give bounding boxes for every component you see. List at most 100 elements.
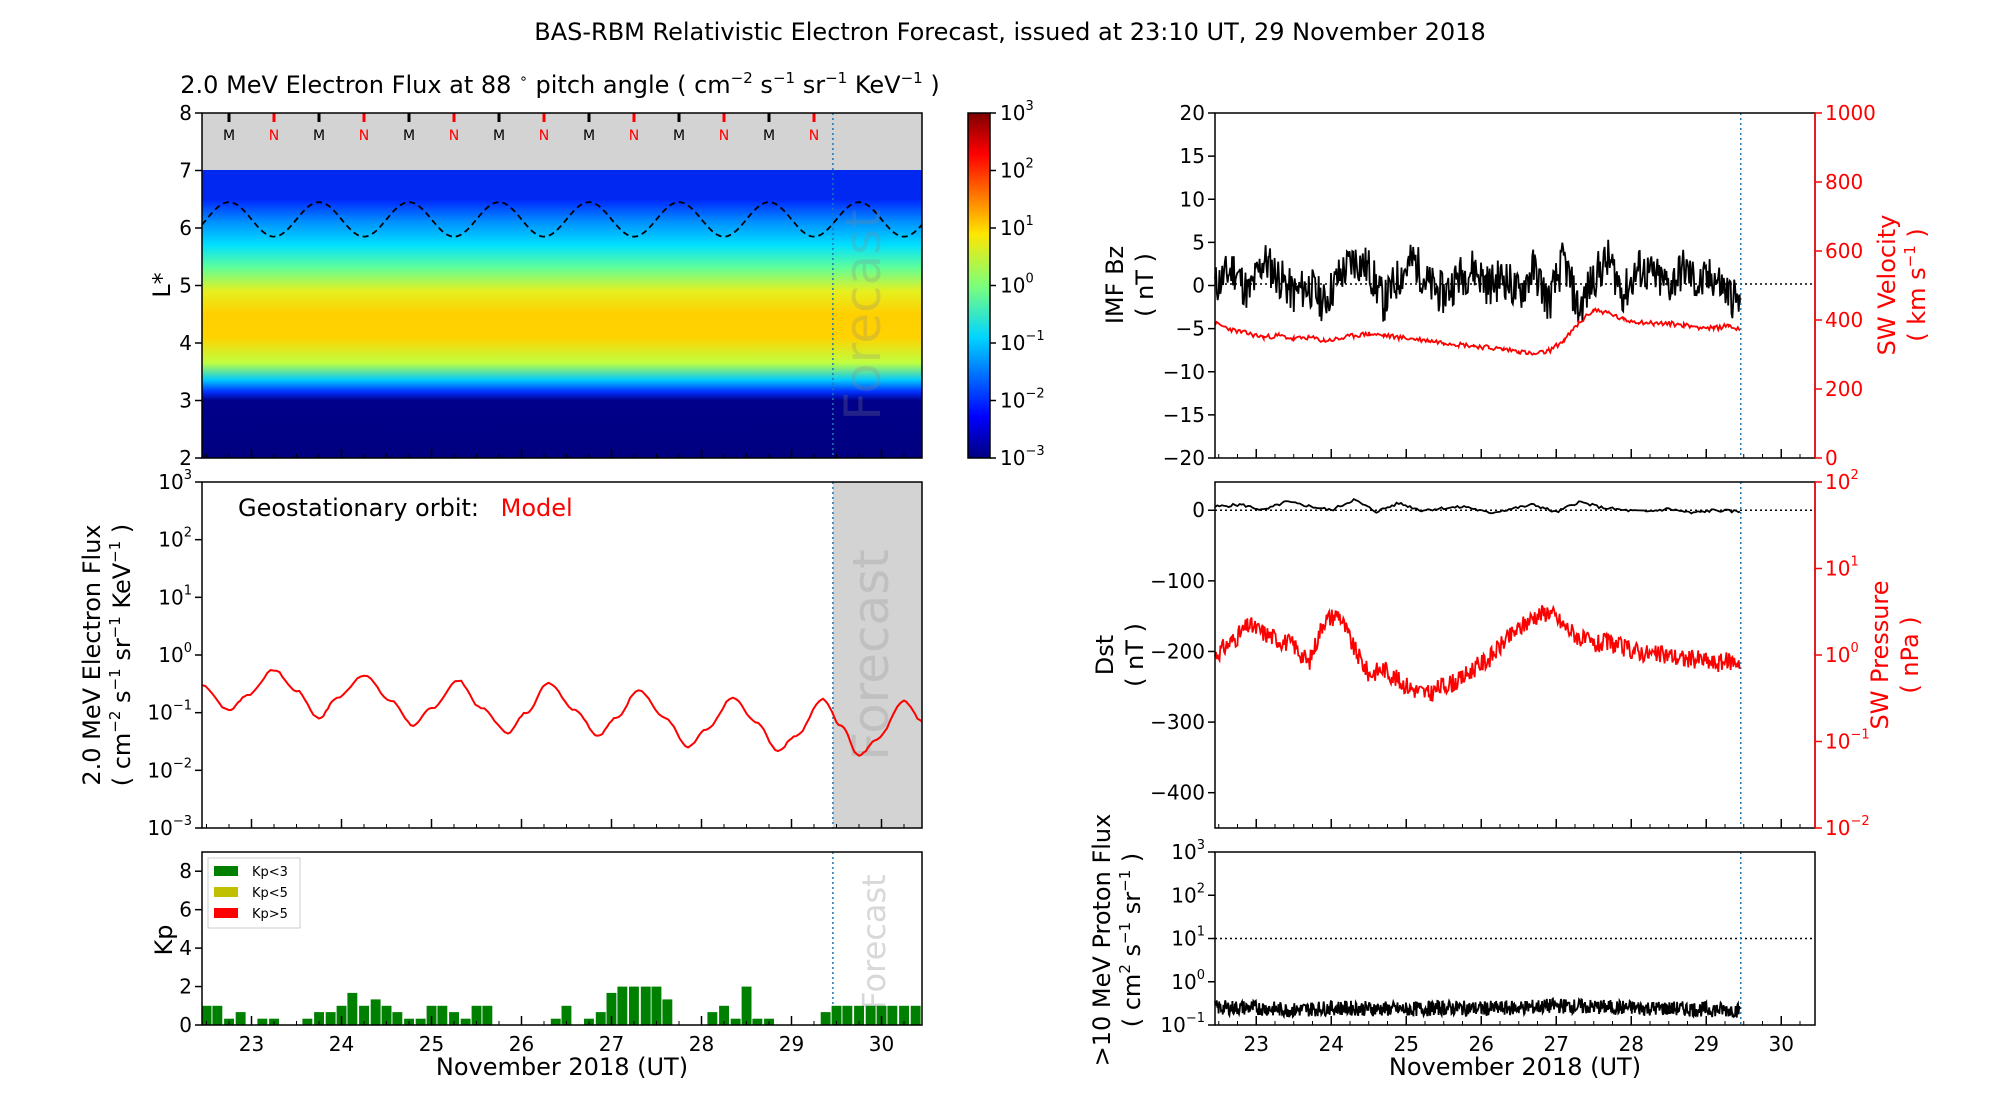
dst-x-ticks (1218, 819, 1801, 828)
kp-bar (347, 992, 358, 1025)
forecast-label-3: Forecast (855, 874, 893, 1009)
imf-ylabel: IMF Bz (1101, 246, 1129, 324)
geo-flux-panel: Forecast Geostationary orbit: Model 10−3… (78, 468, 923, 840)
kp-bar (561, 1005, 572, 1025)
kp-bar (730, 1018, 741, 1025)
flux-map-title-unit-kev: KeV (855, 71, 901, 99)
imf-y-tick-label: 20 (1180, 101, 1205, 125)
kp-bar (336, 1005, 347, 1025)
kp-bar (752, 1018, 763, 1025)
kp-y-tick-label: 0 (179, 1013, 192, 1037)
proton-x-tick-label: 24 (1319, 1032, 1344, 1056)
colorbar-tick-label: 101 (1000, 214, 1034, 240)
kp-bars (201, 986, 921, 1025)
flux-map-y-tick-label: 7 (179, 159, 192, 183)
kp-bar (437, 1005, 448, 1025)
kp-x-tick-label: 30 (869, 1032, 894, 1056)
kp-bar (640, 986, 651, 1025)
colorbar-ticks: 10−3 10−2 10−1 100 101 102 103 (990, 99, 1045, 470)
geo-flux-y-tick-label: 100 (158, 641, 192, 667)
colorbar-tick-label: 100 (1000, 272, 1034, 298)
imf-ylabel-units: ( nT ) (1131, 253, 1159, 317)
kp-bar (707, 1012, 718, 1025)
dst-y-ticks: 0 −100 −200 −300 −400 (1150, 498, 1215, 805)
kp-bar (651, 986, 662, 1025)
proton-y-tick-label: 101 (1171, 925, 1205, 951)
kp-legend: Kp<3 Kp<5 Kp>5 (207, 857, 301, 929)
kp-x-tick-label: 25 (419, 1032, 444, 1056)
geo-annotation-model: Model (501, 494, 573, 522)
mlt-marker-label: N (269, 128, 279, 144)
proton-panel: 10−1 100 101 102 103 23 24 25 26 27 28 29 30 >10 Me… (1088, 814, 1816, 1081)
pressure-ylabel: SW Pressure (1866, 580, 1894, 729)
mlt-marker-label: N (449, 128, 459, 144)
kp-y-tick-label: 6 (179, 898, 192, 922)
kp-bar (325, 1012, 336, 1025)
imf-y-tick-label: 10 (1180, 187, 1205, 211)
dst-y-tick-label: 0 (1192, 498, 1205, 522)
pressure-y-tick-label: 100 (1825, 641, 1859, 667)
kp-bar (426, 1005, 437, 1025)
colorbar-tick-label: 10−1 (1000, 329, 1045, 355)
flux-map-title-main: 2.0 MeV Electron Flux at 88 (180, 71, 511, 99)
mlt-marker-label: M (223, 128, 235, 144)
pressure-y-tick-label: 10−2 (1825, 814, 1870, 840)
geo-flux-y-ticks: 10−3 10−2 10−1 100 101 102 103 (147, 468, 202, 840)
proton-y-tick-label: 100 (1171, 968, 1205, 994)
pressure-ylabel-units: ( nPa ) (1896, 616, 1924, 693)
magnetopause-line (201, 201, 923, 238)
velocity-y-ticks: 0 200 400 600 800 1000 (1815, 101, 1876, 470)
flux-map-title-unit-sr: sr (803, 71, 826, 99)
geo-flux-ylabel: 2.0 MeV Electron Flux (78, 524, 106, 785)
colorbar-tick-label: 103 (1000, 99, 1034, 125)
kp-x-tick-label: 28 (689, 1032, 714, 1056)
colorbar-tick-label: 102 (1000, 157, 1034, 183)
proton-x-tick-label: 30 (1769, 1032, 1794, 1056)
geo-flux-y-tick-label: 10−1 (147, 699, 192, 725)
kp-x-tick-label: 29 (779, 1032, 804, 1056)
flux-map-title-unit-cm-exp: −2 (731, 69, 753, 87)
flux-map-title-pitch: pitch angle ( (536, 71, 687, 99)
kp-frame (201, 851, 923, 1026)
kp-bar (629, 986, 639, 1025)
mlt-marker-label: N (539, 128, 549, 144)
velocity-ylabel-units: ( km s−1 ) (1901, 228, 1931, 342)
proton-x-tick-label: 27 (1544, 1032, 1569, 1056)
flux-map-title-unit-kev-exp: −1 (901, 69, 923, 87)
geo-flux-ylabel-line1: 2.0 MeV Electron Flux (78, 524, 106, 785)
kp-bar (302, 1018, 313, 1025)
kp-legend-mid: Kp<5 (252, 886, 288, 901)
kp-x-tick-label: 26 (509, 1032, 534, 1056)
flux-map-y-tick-label: 2 (179, 446, 192, 470)
flux-map-title-unit-sr-exp: −1 (825, 69, 847, 87)
imf-y-tick-label: 5 (1192, 230, 1205, 254)
geo-flux-y-tick-label: 10−3 (147, 814, 192, 840)
mlt-marker-label: M (583, 128, 595, 144)
kp-bar (899, 1005, 909, 1025)
geo-flux-y-tick-label: 103 (158, 468, 192, 494)
geo-flux-y-tick-label: 102 (158, 526, 192, 552)
flux-map-bg-grey (202, 113, 922, 170)
imf-y-tick-label: 0 (1192, 274, 1205, 298)
proton-ylabel: >10 MeV Proton Flux (1088, 814, 1116, 1067)
kp-bar (876, 1005, 887, 1025)
proton-x-tick-label: 28 (1619, 1032, 1644, 1056)
geo-flux-y-tick-label: 10−2 (147, 756, 192, 782)
kp-bar (482, 1005, 493, 1025)
flux-map-y-tick-label: 4 (179, 331, 192, 355)
kp-bar (887, 1005, 898, 1025)
geo-flux-ylabel-units: ( cm−2 s−1 sr−1 KeV−1 ) (106, 524, 136, 787)
mlt-marker-label: M (403, 128, 415, 144)
flux-map-title-unit-cm: cm (694, 71, 731, 99)
kp-bar (201, 1005, 212, 1025)
imf-y-tick-label: −10 (1163, 360, 1205, 384)
kp-legend-swatch-mid (214, 887, 238, 897)
proton-y-tick-label: 102 (1171, 881, 1205, 907)
dst-y-tick-label: −400 (1150, 781, 1205, 805)
kp-ylabel: Kp (150, 925, 178, 956)
kp-bar (471, 1005, 482, 1025)
kp-bar (910, 1005, 921, 1025)
imf-y-tick-label: −20 (1163, 446, 1205, 470)
geo-annotation: Geostationary orbit: Model (238, 494, 573, 522)
